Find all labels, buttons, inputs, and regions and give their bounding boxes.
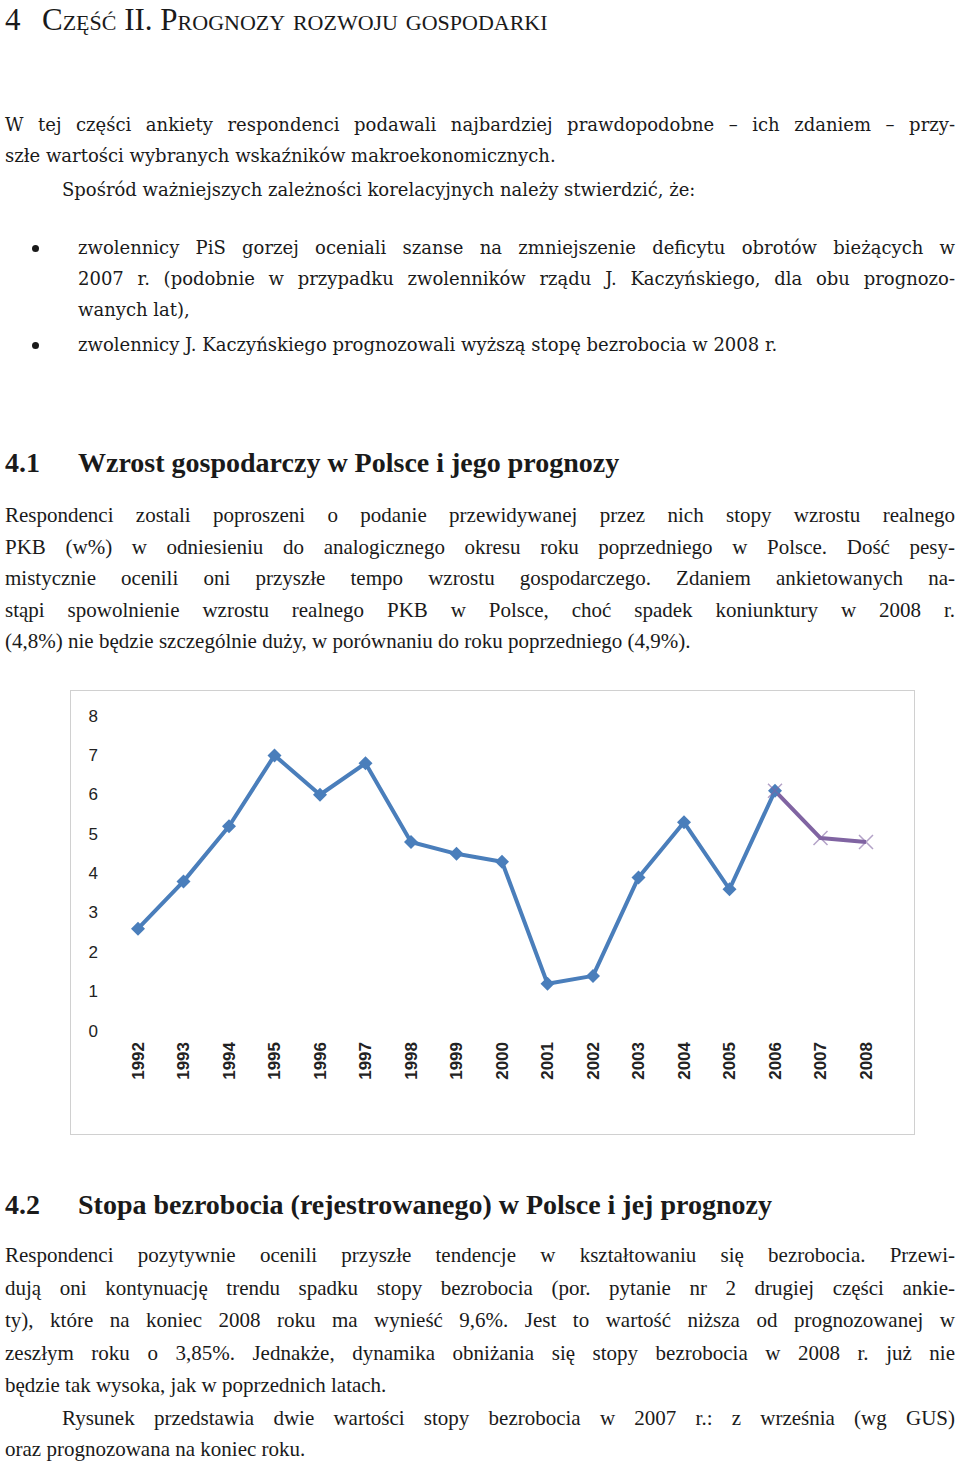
point-marker	[723, 882, 737, 896]
x-tick-label: 1998	[402, 1042, 421, 1080]
section-title: Stopa bezrobocia (rejestrowanego) w Pols…	[78, 1188, 772, 1222]
bullet-line: zwolennicy PiS gorzej oceniali szanse na…	[78, 236, 955, 260]
paragraph-line: szłe wartości wybranych wskaźników makro…	[5, 144, 556, 168]
section-title: Wzrost gospodarczy w Polsce i jego progn…	[78, 446, 619, 480]
point-marker	[768, 784, 782, 798]
y-tick-label: 5	[89, 825, 98, 844]
x-tick-label: 2005	[720, 1042, 739, 1080]
paragraph-line: będzie tak wysoka, jak w poprzednich lat…	[5, 1372, 386, 1398]
point-marker	[404, 835, 418, 849]
x-tick-label: 2006	[766, 1042, 785, 1080]
paragraph-line: mistycznie ocenili oni przyszłe tempo wz…	[5, 565, 955, 591]
section-number: 4.1	[5, 446, 40, 480]
point-marker	[177, 874, 191, 888]
y-tick-label: 0	[89, 1022, 98, 1041]
paragraph-line: Respondenci zostali poproszeni o podanie…	[5, 502, 955, 528]
point-marker	[814, 831, 828, 845]
paragraph-line: PKB (w%) w odniesieniu do analogicznego …	[5, 534, 955, 560]
y-tick-label: 2	[89, 943, 98, 962]
y-tick-label: 6	[89, 785, 98, 804]
point-marker	[268, 748, 282, 762]
bullet-line: wanych lat),	[78, 298, 190, 322]
point-marker	[632, 870, 646, 884]
point-marker	[313, 788, 327, 802]
point-marker	[131, 922, 145, 936]
plot-area	[131, 748, 873, 990]
paragraph-line: (4,8%) nie będzie szczególnie duży, w po…	[5, 628, 691, 654]
point-marker	[859, 835, 873, 849]
x-tick-label: 1996	[311, 1042, 330, 1080]
point-marker	[495, 855, 509, 869]
bullet-line: zwolennicy J. Kaczyńskiego prognozowali …	[78, 333, 777, 357]
paragraph-line: oraz prognozowana na koniec roku.	[5, 1436, 305, 1462]
x-tick-label: 1992	[129, 1042, 148, 1080]
x-tick-label: 1999	[447, 1042, 466, 1080]
y-tick-label: 3	[89, 903, 98, 922]
x-tick-label: 2003	[629, 1042, 648, 1080]
y-tick-label: 1	[89, 982, 98, 1001]
y-tick-label: 7	[89, 746, 98, 765]
bullet-line: 2007 r. (podobnie w przypadku zwolennikó…	[78, 267, 955, 291]
paragraph-line: stąpi spowolnienie wzrostu realnego PKB …	[5, 597, 955, 623]
bullet-dot	[32, 342, 39, 349]
paragraph-line: dują oni kontynuację trendu spadku stopy…	[5, 1275, 955, 1301]
x-tick-label: 1993	[174, 1042, 193, 1080]
point-marker	[541, 977, 555, 991]
x-tick-label: 2000	[493, 1042, 512, 1080]
x-tick-label: 2008	[857, 1042, 876, 1080]
point-marker	[677, 815, 691, 829]
lead-line: Spośród ważniejszych zależności korelacy…	[62, 178, 695, 202]
point-marker	[586, 969, 600, 983]
point-marker	[450, 847, 464, 861]
x-tick-label: 1997	[356, 1042, 375, 1080]
paragraph-line: Respondenci pozytywnie ocenili przyszłe …	[5, 1242, 955, 1268]
paragraph-line: ty), które na koniec 2008 roku ma wynieś…	[5, 1307, 955, 1333]
x-tick-label: 1994	[220, 1041, 239, 1079]
bullet-dot	[32, 245, 39, 252]
x-tick-label: 2004	[675, 1041, 694, 1079]
page-number: 4	[5, 2, 21, 38]
page-title: Część II. Prognozy rozwoju gospodarki	[42, 2, 548, 38]
paragraph-line: zeszłym roku o 3,85%. Jednakże, dynamika…	[5, 1340, 955, 1366]
x-tick-label: 2002	[584, 1042, 603, 1080]
chart-frame	[71, 691, 915, 1135]
y-tick-label: 8	[89, 707, 98, 726]
paragraph-line: Rysunek przedstawia dwie wartości stopy …	[62, 1405, 955, 1431]
chart: 0 1 2 3 4 5 6 7 8 1992 1993 1994 1995 1996 1997 1998 199…	[70, 690, 915, 1135]
x-tick-label: 2001	[538, 1042, 557, 1080]
point-marker	[768, 784, 782, 798]
x-tick-label: 2007	[811, 1042, 830, 1080]
y-tick-label: 4	[89, 864, 98, 883]
point-marker	[222, 819, 236, 833]
series-line	[775, 791, 866, 842]
paragraph-line: W tej części ankiety respondenci podawal…	[5, 113, 955, 137]
x-tick-label: 1995	[265, 1042, 284, 1080]
point-marker	[359, 756, 373, 770]
series-line	[138, 755, 775, 983]
section-number: 4.2	[5, 1188, 40, 1222]
